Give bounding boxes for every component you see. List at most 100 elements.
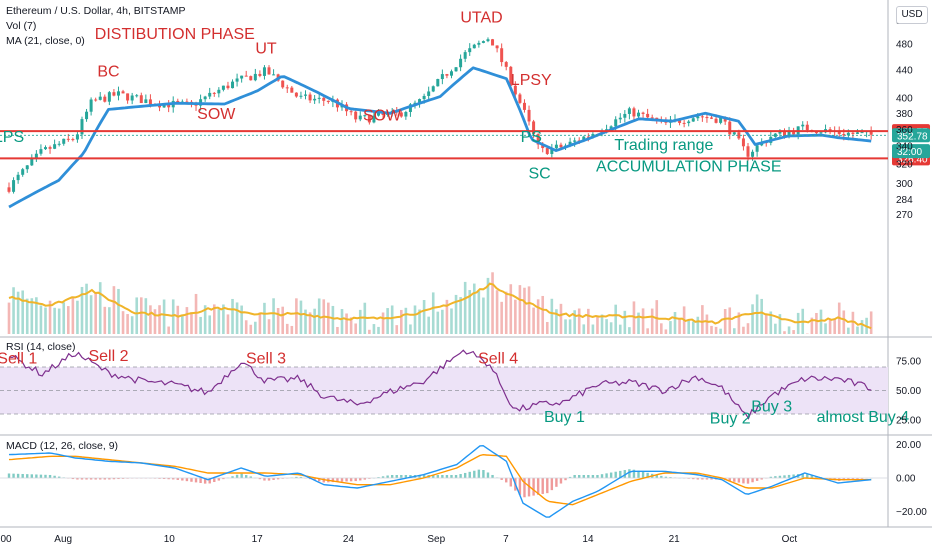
time-axis-tick: 17 xyxy=(252,534,264,545)
macd-histogram-bar xyxy=(26,474,29,478)
volume-bar xyxy=(559,303,563,334)
price-candle xyxy=(203,96,207,100)
macd-histogram-bar xyxy=(737,478,741,483)
macd-histogram-bar xyxy=(482,470,485,478)
macd-histogram-bar xyxy=(409,474,412,478)
macd-histogram-bar xyxy=(541,478,544,494)
volume-bar xyxy=(824,323,827,334)
price-candle xyxy=(48,147,52,149)
volume-bar xyxy=(833,318,836,334)
price-candle xyxy=(614,119,618,127)
macd-histogram-bar xyxy=(213,478,216,483)
price-candle xyxy=(57,143,61,145)
volume-bar xyxy=(400,309,403,334)
price-candle xyxy=(719,117,723,123)
volume-bar xyxy=(441,309,444,334)
macd-histogram-bar xyxy=(755,478,759,481)
price-candle xyxy=(404,111,408,117)
price-candle xyxy=(787,131,791,137)
price-annotation: PS xyxy=(521,129,542,146)
price-candle xyxy=(253,73,257,81)
price-candle xyxy=(650,117,654,119)
price-candle xyxy=(272,74,276,76)
volume-bar xyxy=(655,300,659,334)
macd-histogram-bar xyxy=(313,478,316,481)
volume-bar xyxy=(226,314,230,334)
macd-axis-tick: 20.00 xyxy=(896,440,921,451)
volume-bar xyxy=(450,308,453,334)
volume-bar xyxy=(650,308,654,334)
macd-histogram-bar xyxy=(53,475,56,478)
time-axis-tick: 21 xyxy=(669,534,681,545)
macd-histogram-bar xyxy=(390,474,394,478)
volume-bar xyxy=(290,325,294,334)
volume-bar xyxy=(235,302,239,334)
price-candle xyxy=(167,103,171,108)
volume-bar xyxy=(641,308,645,334)
macd-histogram-bar xyxy=(536,478,540,495)
macd-histogram-bar xyxy=(441,474,444,478)
price-candle xyxy=(107,92,111,102)
macd-histogram-bar xyxy=(16,473,20,478)
price-candle xyxy=(39,149,43,154)
price-candle xyxy=(582,136,586,141)
price-candle xyxy=(623,113,627,118)
volume-legend: Vol (7) xyxy=(6,20,37,32)
volume-bar xyxy=(568,319,572,334)
volume-bar xyxy=(135,297,139,334)
price-candle xyxy=(217,89,221,94)
volume-bar xyxy=(482,297,485,334)
macd-histogram-bar xyxy=(377,477,380,478)
macd-histogram-bar xyxy=(806,474,809,478)
ma-legend: MA (21, close, 0) xyxy=(6,35,85,47)
volume-bar xyxy=(728,307,732,334)
price-candle xyxy=(801,124,805,127)
volume-bar xyxy=(486,277,490,334)
price-candle xyxy=(732,132,736,135)
volume-bar xyxy=(696,316,700,334)
price-candle xyxy=(755,145,759,152)
macd-histogram-bar xyxy=(172,478,175,480)
price-candle xyxy=(427,91,431,96)
rsi-legend: RSI (14, close) xyxy=(6,341,76,353)
macd-histogram-bar xyxy=(491,474,494,478)
macd-histogram-bar xyxy=(108,478,111,480)
volume-bar xyxy=(751,304,754,334)
price-axis-tick: 480 xyxy=(896,40,913,51)
volume-bar xyxy=(171,299,175,334)
price-candle xyxy=(262,67,266,76)
macd-histogram-bar xyxy=(778,475,782,478)
volume-bar xyxy=(495,290,499,334)
price-candle xyxy=(431,86,435,92)
volume-bar xyxy=(815,312,818,334)
volume-bar xyxy=(828,319,832,334)
volume-bar xyxy=(39,305,43,334)
currency-button[interactable]: USD xyxy=(896,6,928,24)
price-candle xyxy=(728,121,732,135)
price-candle xyxy=(705,117,709,119)
chart-title: Ethereum / U.S. Dollar, 4h, BITSTAMP xyxy=(6,5,186,17)
volume-bar xyxy=(769,311,773,334)
price-candle xyxy=(678,119,682,123)
price-candle xyxy=(244,75,248,77)
price-candle xyxy=(459,58,463,68)
price-candle xyxy=(751,151,755,157)
macd-histogram-bar xyxy=(217,478,221,481)
volume-bar xyxy=(57,308,61,334)
price-candle xyxy=(53,144,57,149)
price-candle xyxy=(290,87,294,93)
volume-bar xyxy=(76,300,79,334)
macd-histogram-bar xyxy=(258,478,262,480)
volume-bar xyxy=(664,329,668,334)
volume-bar xyxy=(869,311,873,334)
volume-bar xyxy=(523,287,526,334)
price-candle xyxy=(559,144,563,148)
rsi-line xyxy=(8,349,872,420)
price-candle xyxy=(851,132,855,134)
price-candle xyxy=(25,165,29,170)
price-candle xyxy=(71,139,75,141)
volume-bar xyxy=(774,323,777,334)
price-candle xyxy=(367,115,371,123)
